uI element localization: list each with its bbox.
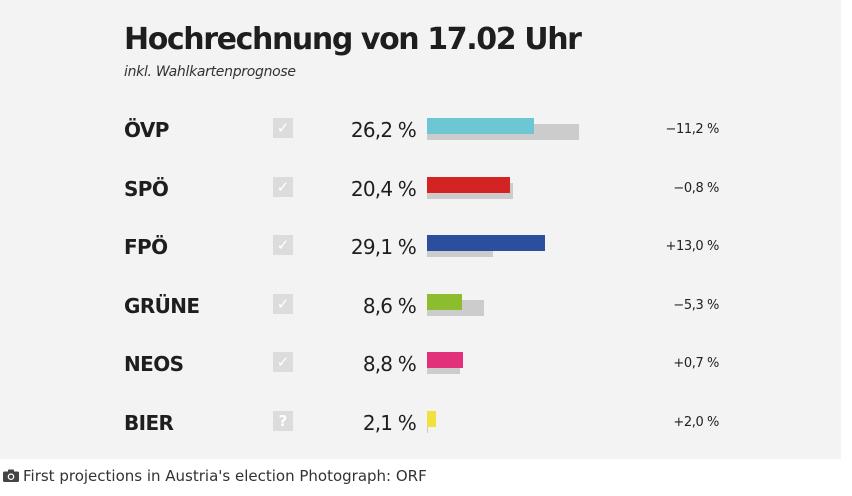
value-label: 26,2 % [350, 118, 417, 142]
chart-row: NEOS ✓ 8,8 % +0,7 % [0, 346, 841, 386]
check-icon: ✓ [273, 352, 293, 372]
chart-subtitle: inkl. Wahlkartenprognose [124, 64, 296, 80]
bar-area [427, 112, 627, 152]
value-label: 8,6 % [362, 293, 417, 318]
value-label: 2,1 % [362, 410, 417, 435]
bar-area [427, 229, 627, 269]
check-icon: ✓ [273, 118, 293, 138]
chart-row: ÖVP ✓ 26,2 % −11,2 % [0, 112, 841, 152]
photo-caption: First projections in Austria's election … [3, 467, 427, 485]
chart-title: Hochrechnung von 17.02 Uhr [124, 22, 582, 57]
change-label: −5,3 % [673, 297, 719, 313]
party-label: ÖVP [124, 118, 169, 142]
party-label: NEOS [124, 352, 184, 376]
change-label: +0,7 % [673, 356, 719, 371]
value-label: 20,4 % [350, 176, 417, 201]
camera-icon [3, 469, 19, 482]
value-label: 29,1 % [350, 235, 417, 259]
question-icon: ? [273, 410, 293, 431]
change-label: +2,0 % [673, 414, 719, 430]
chart-panel: Hochrechnung von 17.02 Uhr inkl. Wahlkar… [0, 0, 841, 459]
party-label: FPÖ [124, 235, 168, 259]
change-label: +13,0 % [665, 239, 719, 254]
projection-bar [427, 176, 511, 193]
bar-area [427, 288, 627, 328]
chart-row: FPÖ ✓ 29,1 % +13,0 % [0, 229, 841, 269]
caption-text: First projections in Austria's election … [23, 467, 427, 485]
chart-row: SPÖ ✓ 20,4 % −0,8 % [0, 171, 841, 211]
chart-row: BIER? 2,1 % +2,0 % [0, 405, 841, 445]
projection-bar [427, 352, 463, 368]
check-icon: ✓ [273, 293, 293, 314]
projection-bar [427, 410, 436, 427]
party-label: BIER [124, 410, 174, 435]
check-icon: ✓ [273, 176, 293, 197]
bar-area [427, 171, 627, 211]
party-label: GRÜNE [124, 293, 200, 318]
check-icon: ✓ [273, 235, 293, 255]
change-label: −11,2 % [665, 122, 719, 137]
chart-row: GRÜNE ✓ 8,6 % −5,3 % [0, 288, 841, 328]
party-label: SPÖ [124, 176, 169, 201]
projection-bar [427, 235, 546, 251]
projection-bar [427, 118, 534, 134]
bar-area [427, 346, 627, 386]
change-label: −0,8 % [673, 180, 719, 196]
projection-bar [427, 293, 462, 310]
bar-area [427, 405, 627, 445]
value-label: 8,8 % [362, 352, 417, 376]
